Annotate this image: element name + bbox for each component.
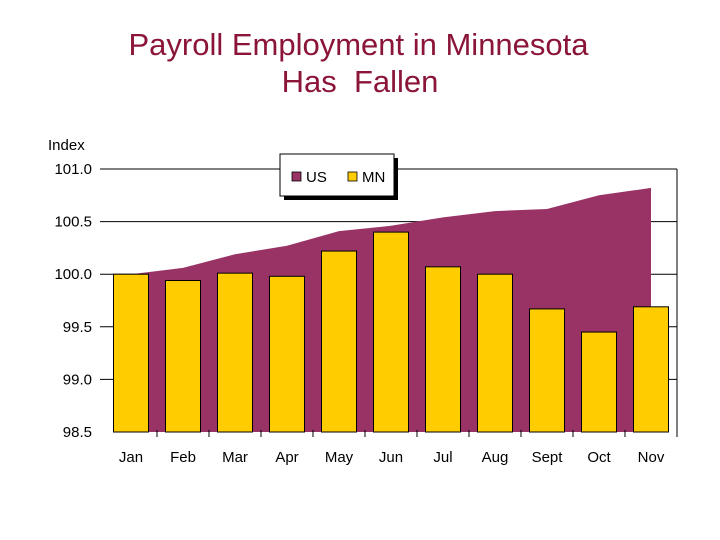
x-tick-label: Apr (275, 449, 298, 466)
x-tick-label: Jan (119, 449, 143, 466)
mn-bar (529, 308, 565, 433)
y-tick-label: 100.0 (54, 266, 92, 283)
axes: 101.0 100.5 100.0 99.5 99.0 98.5 Jan Feb Mar Apr M… (54, 161, 678, 466)
legend-mn-swatch (347, 171, 358, 182)
y-tick-label: 100.5 (54, 214, 92, 231)
title-line-2: Has Fallen (281, 64, 439, 99)
mn-bar (321, 250, 357, 433)
x-tick-label: Feb (170, 449, 196, 466)
legend: US MN (279, 153, 398, 200)
legend-us-swatch (291, 171, 302, 182)
y-axis-label: Index (48, 137, 85, 154)
x-tick-label: May (325, 449, 354, 466)
mn-bar (269, 275, 305, 433)
y-tick-label: 98.5 (63, 424, 92, 441)
x-tick-label: Aug (482, 449, 509, 466)
x-tick-label: Jul (433, 449, 452, 466)
mn-bar (165, 280, 201, 433)
mn-bar (425, 266, 461, 433)
legend-mn-label: MN (362, 169, 385, 186)
mn-bar-layer (113, 231, 669, 433)
mn-bar (581, 331, 617, 433)
mn-bar (633, 306, 669, 433)
legend-us-label: US (306, 169, 327, 186)
mn-bar (217, 272, 253, 433)
title-line-1: Payroll Employment in Minnesota (128, 27, 589, 62)
y-tick-label: 101.0 (54, 161, 92, 178)
x-tick-label: Mar (222, 449, 248, 466)
x-tick-label: Jun (379, 449, 403, 466)
mn-bar (373, 231, 409, 433)
x-tick-label: Sept (532, 449, 564, 466)
x-tick-label: Oct (587, 449, 611, 466)
y-tick-label: 99.0 (63, 371, 92, 388)
mn-bar (113, 273, 149, 433)
mn-bar (477, 273, 513, 433)
x-tick-label: Nov (638, 449, 665, 466)
y-tick-label: 99.5 (63, 319, 92, 336)
chart-title: Payroll Employment in Minnesota Has Fall… (0, 26, 720, 100)
